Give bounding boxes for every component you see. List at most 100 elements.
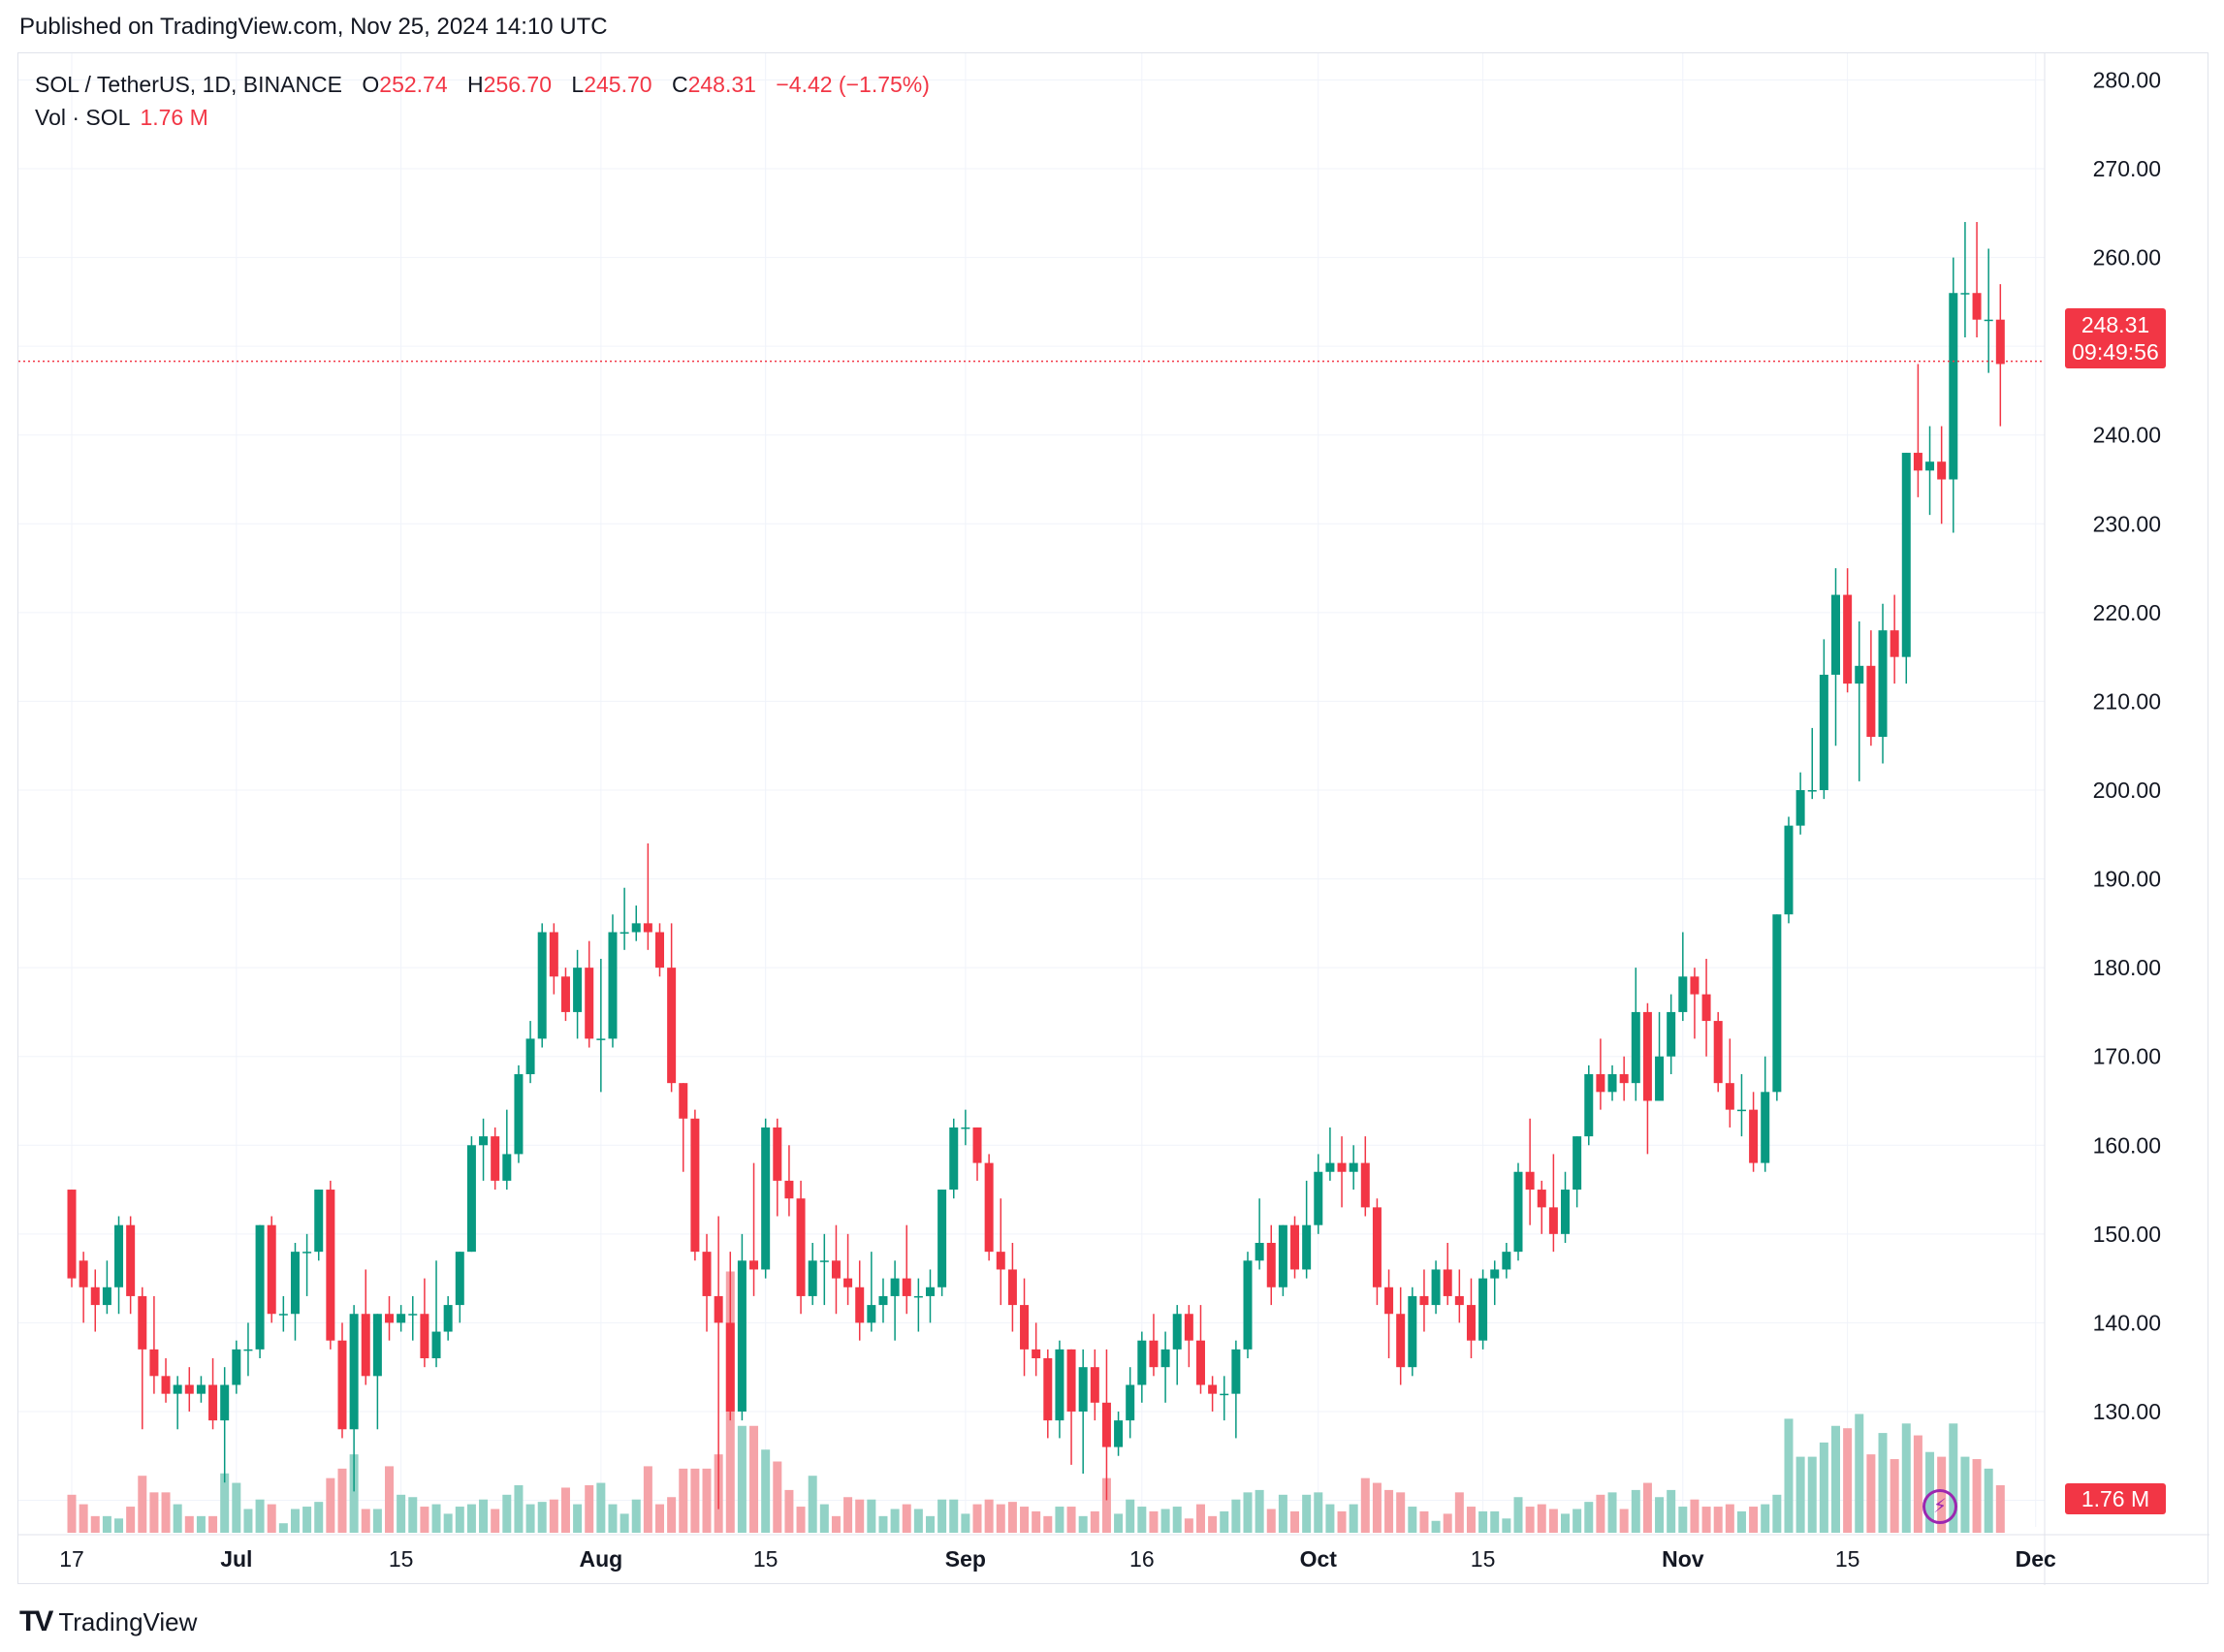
candle-body [1937,461,1947,480]
candle-body [267,1224,276,1315]
candle-body [349,1314,359,1430]
candle-body [431,1331,441,1359]
volume-bar [984,1499,994,1533]
volume-bar [796,1507,806,1533]
volume-bar [114,1518,124,1533]
volume-bar [925,1515,935,1533]
x-tick-label: 15 [1835,1546,1860,1572]
candle-body [1525,1171,1535,1191]
candle-body [537,932,547,1039]
volume-bar [278,1523,288,1533]
volume-bar [1502,1518,1511,1533]
volume-bar [1302,1494,1312,1533]
y-tick-label: 210.00 [2093,688,2161,714]
chart-frame[interactable]: 120.00130.00140.00150.00160.00170.00180.… [17,52,2209,1585]
x-tick-label: 15 [1471,1546,1496,1572]
candle-body [443,1305,453,1332]
published-caption: Published on TradingView.com, Nov 25, 20… [19,14,608,40]
candle-body [1396,1314,1406,1368]
candle-body [126,1224,136,1296]
candle-body [1231,1349,1241,1394]
candle-body [890,1278,900,1296]
volume-bar [1090,1510,1099,1533]
volume-bar [1984,1468,1993,1533]
tradingview-logo-icon: TV [19,1605,53,1637]
x-tick-label: Jul [220,1546,252,1572]
volume-bar [819,1504,829,1533]
candle-body [1761,1092,1770,1163]
candle-body [1749,1109,1759,1163]
candle-body [1149,1340,1159,1368]
volume-bar [1596,1494,1605,1533]
volume-bar [549,1499,558,1533]
candle-body [138,1295,147,1350]
tradingview-brand[interactable]: TV TradingView [19,1605,197,1638]
candle-body [79,1260,88,1287]
volume-bar [937,1499,947,1533]
legend-high-value: 256.70 [483,72,553,97]
volume-bar [1690,1499,1700,1533]
candle-body [491,1136,500,1181]
candle-body [67,1190,77,1279]
volume-bar [902,1504,911,1533]
volume-bar [161,1492,171,1533]
volume-bar [631,1499,641,1533]
y-tick-label: 260.00 [2093,245,2161,270]
candle-body [608,932,618,1039]
candle-body [796,1198,806,1296]
volume-bar [443,1513,453,1533]
volume-bar [408,1497,418,1533]
volume-bar [184,1515,194,1533]
volume-bar [1043,1515,1053,1533]
legend-volume-label[interactable]: Vol · SOL [35,105,131,130]
candle-body [937,1190,947,1287]
candle-body [855,1287,865,1323]
volume-bar [1866,1454,1876,1533]
y-tick-label: 160.00 [2093,1132,2161,1158]
candle-body [667,968,677,1084]
legend-symbol[interactable]: SOL / TetherUS, 1D, BINANCE [35,72,343,97]
volume-bar [1101,1477,1111,1533]
volume-bar [972,1504,982,1533]
volume-bar [1913,1435,1922,1533]
volume-bar [1843,1428,1853,1533]
x-tick-label: Aug [579,1546,622,1572]
volume-bar [525,1504,535,1533]
volume-bar [1032,1510,1041,1533]
candle-body [1137,1340,1147,1385]
x-tick-label: 15 [389,1546,414,1572]
candle-body [620,932,629,935]
volume-bar [1020,1507,1030,1533]
volume-bar [702,1468,712,1533]
volume-bar [867,1499,876,1533]
lightning-icon[interactable]: ⚡ [1922,1489,1957,1524]
candle-body [1901,453,1911,657]
volume-bar [1525,1507,1535,1533]
volume-bar [560,1487,570,1533]
candle-body [1807,790,1817,792]
volume-bar [466,1504,476,1533]
candle-body [1561,1190,1571,1234]
volume-bar [643,1466,652,1533]
bar-countdown: 09:49:56 [2072,339,2159,365]
volume-bar [1149,1510,1159,1533]
y-tick-label: 270.00 [2093,156,2161,181]
candle-body [1266,1242,1276,1287]
candle-body [149,1349,159,1377]
y-tick-label: 130.00 [2093,1399,2161,1424]
candle-body [1055,1349,1064,1421]
candle-body [843,1278,853,1287]
volume-bar [1631,1489,1640,1533]
candle-body [455,1252,464,1306]
volume-bar [679,1468,688,1533]
candle-body [902,1278,911,1296]
candle-body [1314,1171,1323,1225]
volume-bar [1325,1504,1335,1533]
candle-body [173,1384,182,1394]
volume-bar [1749,1507,1759,1533]
candle-body [1949,293,1958,480]
volume-bar [491,1509,500,1533]
volume-bar [1243,1492,1253,1533]
volume-bar [220,1473,230,1533]
candlestick-chart[interactable]: 120.00130.00140.00150.00160.00170.00180.… [18,53,2209,1585]
